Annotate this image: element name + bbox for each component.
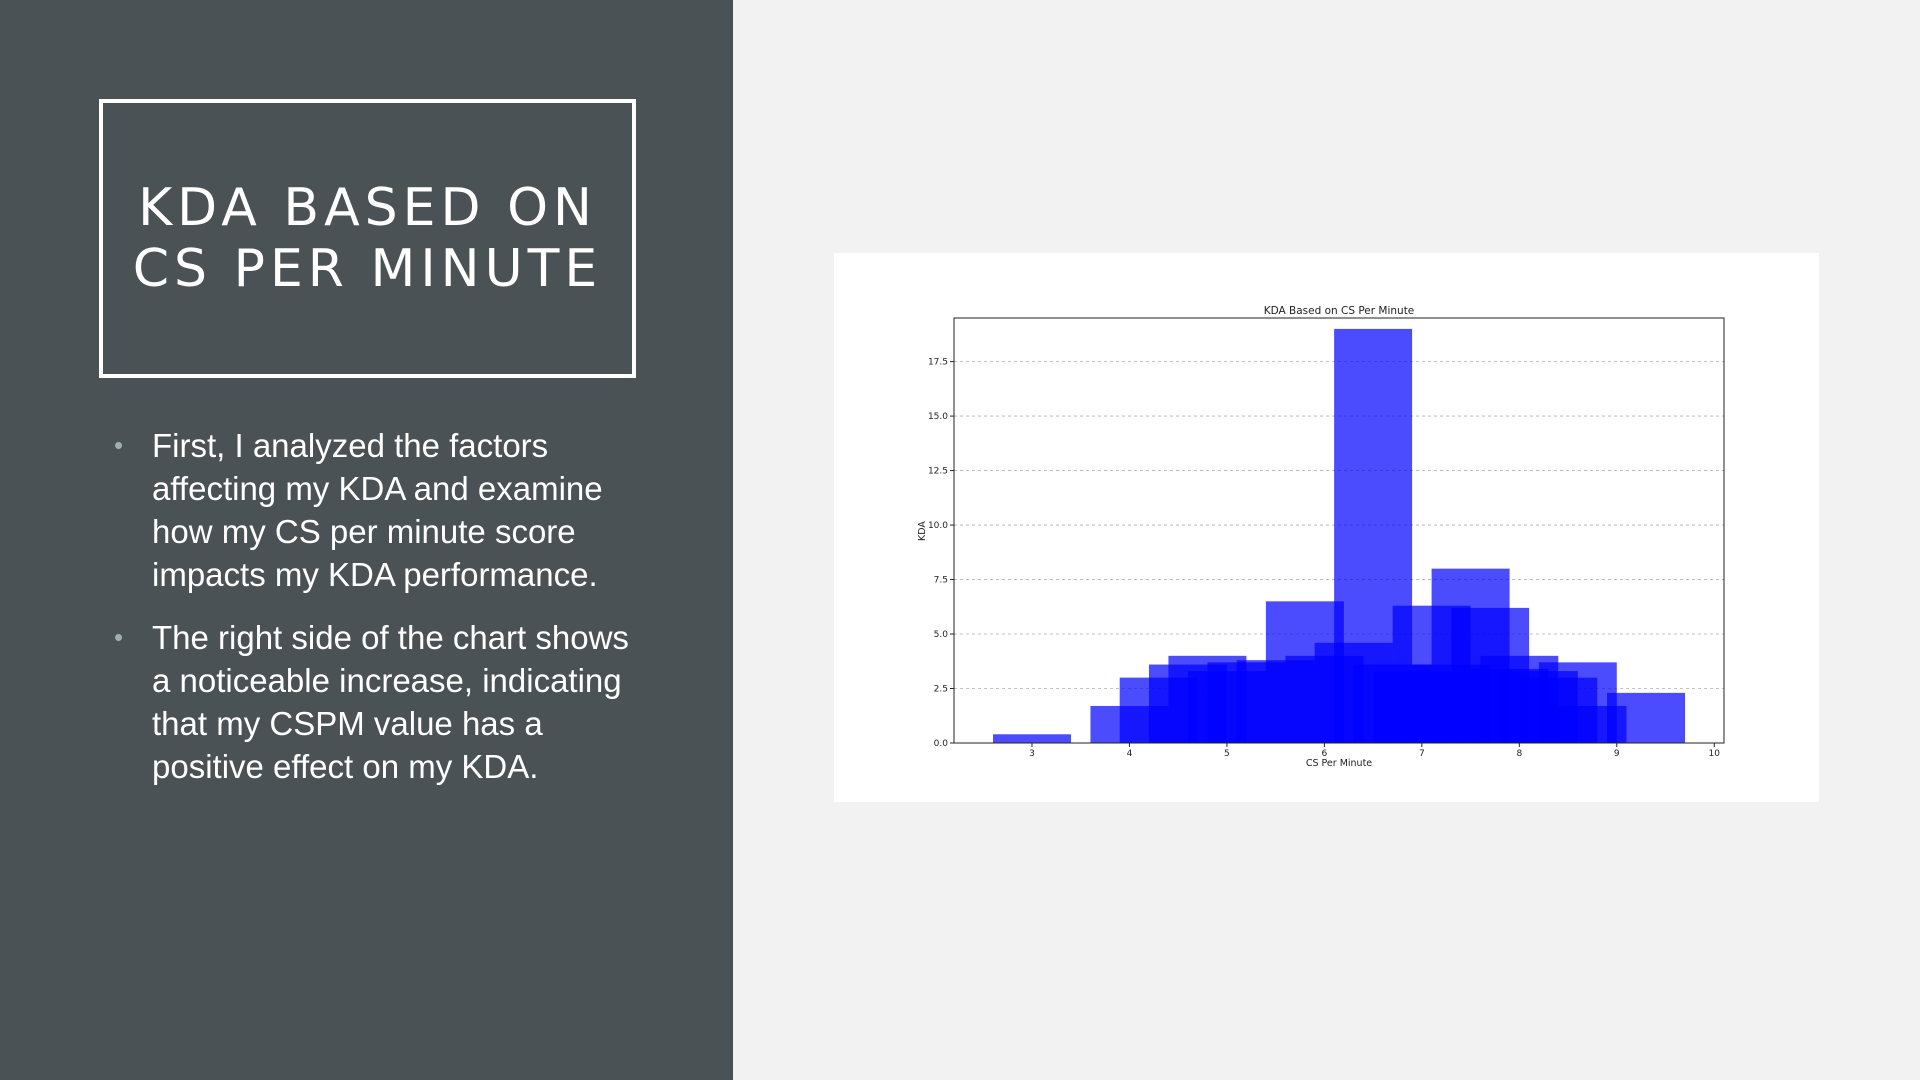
y-tick-label: 2.5 xyxy=(934,685,948,695)
y-tick-label: 5.0 xyxy=(934,630,949,640)
x-tick-label: 5 xyxy=(1224,749,1230,759)
kda-chart: KDA Based on CS Per Minute 3 4 5 6 7 8 9 10 0.0… xyxy=(917,305,1725,769)
x-tick-label: 6 xyxy=(1322,749,1328,759)
y-axis-label: KDA xyxy=(917,521,928,541)
x-tick-label: 10 xyxy=(1709,749,1721,759)
y-tick-label: 17.5 xyxy=(928,358,948,368)
bar xyxy=(1607,692,1686,743)
plot-frame xyxy=(953,317,1725,744)
slide-title-line1: KDA BASED ON xyxy=(138,177,597,238)
y-tick-label: 15.0 xyxy=(928,412,948,422)
x-axis-label: CS Per Minute xyxy=(1306,758,1372,769)
x-tick-label: 7 xyxy=(1419,749,1425,759)
title-box: KDA BASED ON CS PER MINUTE xyxy=(99,99,636,378)
slide-title-line2: CS PER MINUTE xyxy=(132,238,603,299)
left-panel: KDA BASED ON CS PER MINUTE • First, I an… xyxy=(0,0,733,1080)
y-axis-ticks: 0.0 2.5 5.0 7.5 10.0 12.5 15.0 17.5 xyxy=(928,358,954,749)
x-tick-label: 9 xyxy=(1614,749,1620,759)
y-tick-label: 7.5 xyxy=(934,576,948,586)
chart-title: KDA Based on CS Per Minute xyxy=(1264,305,1415,317)
y-tick-label: 12.5 xyxy=(928,467,948,477)
bar xyxy=(992,734,1071,743)
y-tick-label: 10.0 xyxy=(928,521,948,531)
bullet-item: • The right side of the chart shows a no… xyxy=(112,616,632,788)
x-tick-label: 8 xyxy=(1516,749,1522,759)
bullet-marker: • xyxy=(114,430,124,460)
bullet-text: First, I analyzed the factors affecting … xyxy=(152,427,603,593)
chart-bars xyxy=(992,328,1686,743)
x-axis-ticks: 3 4 5 6 7 8 9 10 xyxy=(1029,743,1720,759)
y-tick-label: 0.0 xyxy=(934,739,949,749)
slide-title: KDA BASED ON CS PER MINUTE xyxy=(133,178,603,300)
x-tick-label: 4 xyxy=(1127,749,1133,759)
chart-card: KDA Based on CS Per Minute 3 4 5 6 7 8 9 10 0.0… xyxy=(834,253,1819,802)
bullet-list: • First, I analyzed the factors affectin… xyxy=(112,424,632,808)
bullet-item: • First, I analyzed the factors affectin… xyxy=(112,424,632,596)
bullet-text: The right side of the chart shows a noti… xyxy=(152,619,629,785)
bullet-marker: • xyxy=(114,622,124,652)
x-tick-label: 3 xyxy=(1029,749,1035,759)
